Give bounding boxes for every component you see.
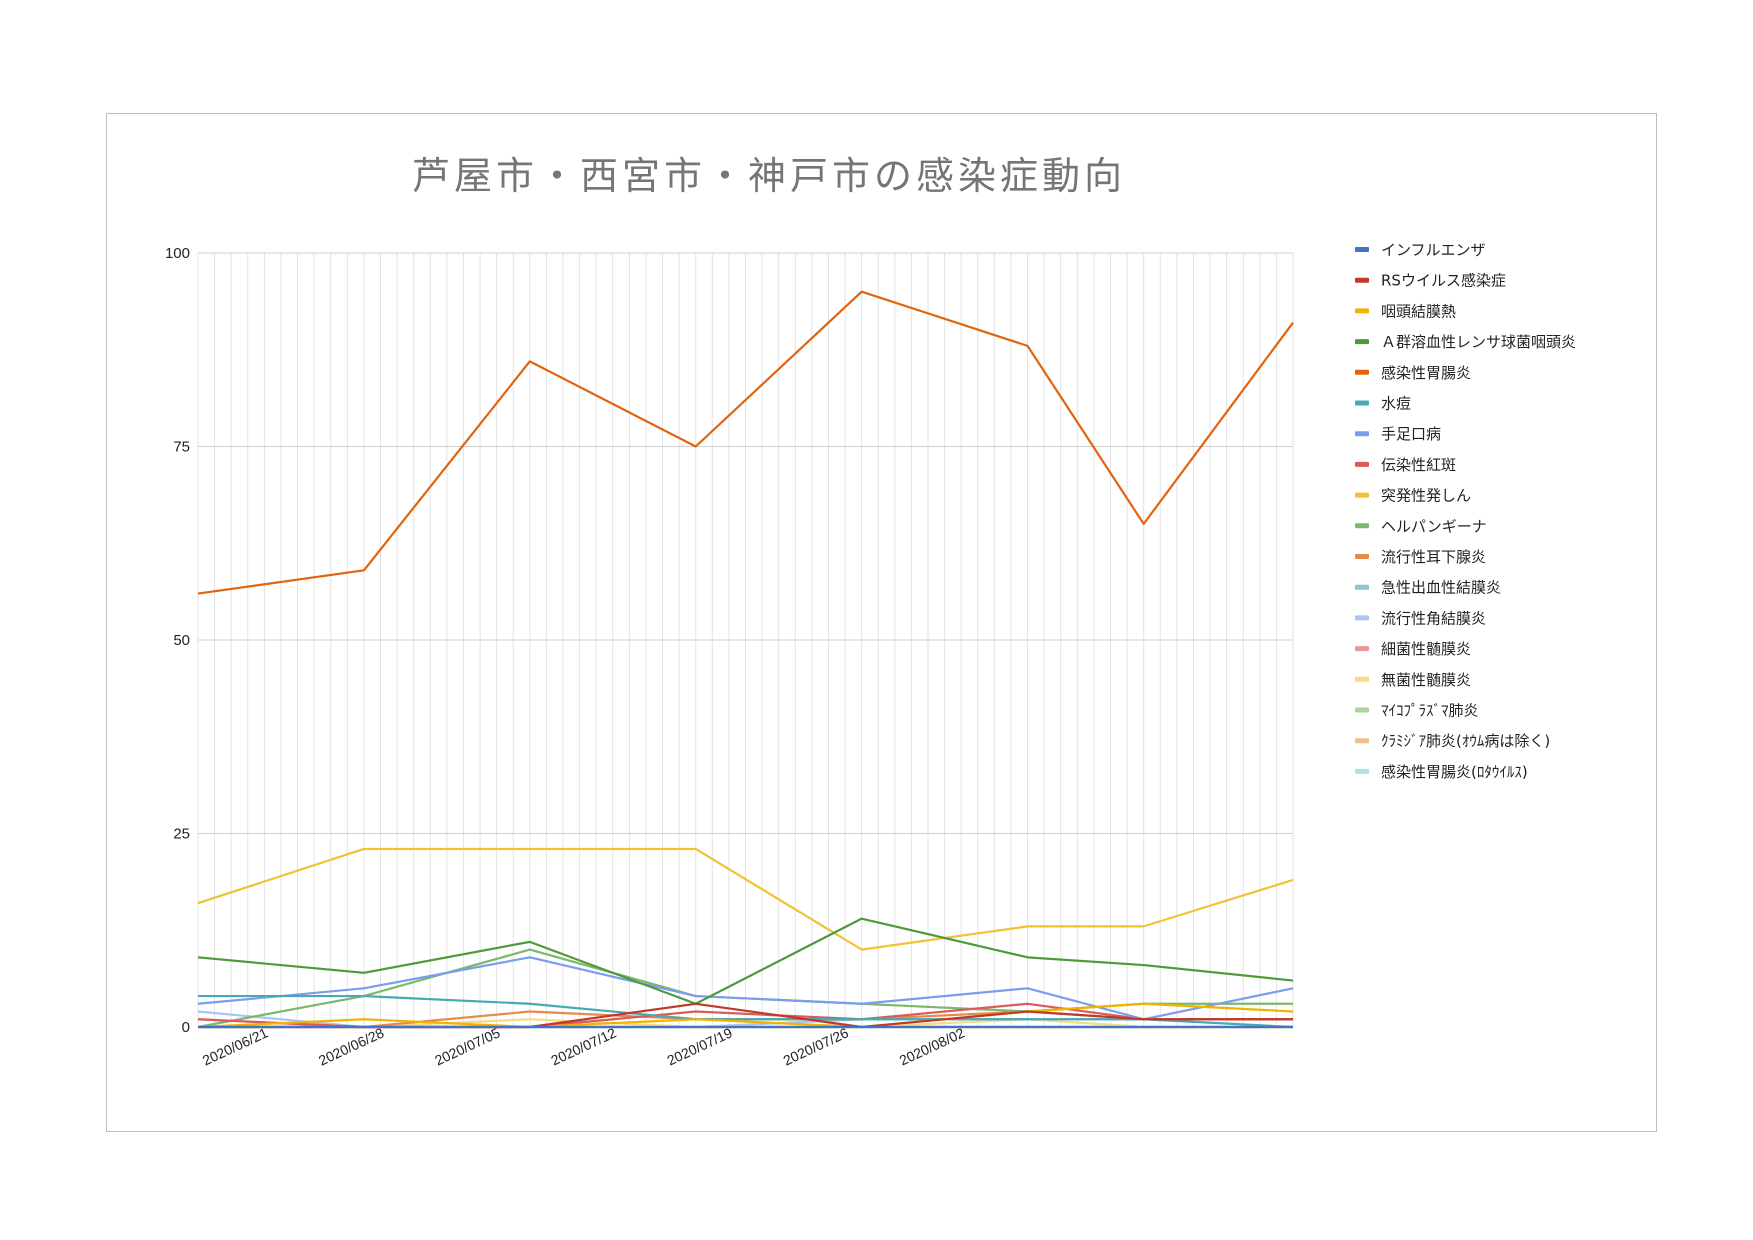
legend-label: 無菌性髄膜炎 xyxy=(1381,671,1471,689)
legend-swatch xyxy=(1355,707,1369,713)
x-tick-label: 2020/06/21 xyxy=(200,1024,270,1068)
legend-label: インフルエンザ xyxy=(1381,241,1486,259)
legend-swatch xyxy=(1355,492,1369,498)
legend-label: 伝染性紅斑 xyxy=(1381,456,1456,474)
y-axis-ticks: 0 25 50 75 100 xyxy=(165,245,190,1036)
series-lines xyxy=(197,290,1294,1029)
x-tick-label: 2020/08/02 xyxy=(897,1024,967,1068)
legend-label: 流行性角結膜炎 xyxy=(1381,609,1486,627)
y-tick-label: 100 xyxy=(165,245,190,262)
legend-swatch xyxy=(1355,431,1369,437)
legend-label: RSウイルス感染症 xyxy=(1381,272,1506,290)
legend-label: 流行性耳下腺炎 xyxy=(1381,548,1486,566)
y-tick-label: 25 xyxy=(173,826,190,843)
legend-label: 細菌性髄膜炎 xyxy=(1381,640,1471,658)
legend-swatch xyxy=(1355,554,1369,559)
legend-label: 水痘 xyxy=(1381,395,1411,413)
x-tick-label: 2020/07/12 xyxy=(548,1024,618,1068)
legend-swatch xyxy=(1355,615,1369,621)
legend-label: 咽頭結膜熱 xyxy=(1381,302,1456,320)
legend-label: Ａ群溶血性レンサ球菌咽頭炎 xyxy=(1381,333,1576,351)
legend-label: ヘルパンギーナ xyxy=(1381,517,1487,535)
legend-swatch xyxy=(1355,369,1369,375)
legend-swatch xyxy=(1355,277,1369,283)
series-line xyxy=(197,1002,1294,1029)
legend-swatch xyxy=(1355,400,1369,406)
x-tick-label: 2020/07/05 xyxy=(432,1024,502,1068)
legend-swatch xyxy=(1355,584,1369,590)
series-line xyxy=(197,290,1294,595)
legend-swatch xyxy=(1355,308,1369,314)
series-line xyxy=(197,956,1294,1021)
legend-label: ｸﾗﾐｼﾞｱ肺炎(ｵｳﾑ病は除く) xyxy=(1381,732,1550,750)
legend-swatch xyxy=(1355,768,1369,774)
x-axis-ticks: 2020/06/21 2020/06/28 2020/07/05 2020/07/12… xyxy=(200,1024,967,1068)
x-tick-label: 2020/06/28 xyxy=(316,1024,386,1068)
y-tick-label: 75 xyxy=(173,439,190,456)
legend-swatch xyxy=(1355,676,1369,682)
legend-swatch xyxy=(1355,738,1369,744)
legend-swatch xyxy=(1355,247,1369,252)
series-line xyxy=(198,994,1294,1029)
legend-label: 急性出血性結膜炎 xyxy=(1381,579,1501,597)
legend-label: 手足口病 xyxy=(1381,425,1441,443)
legend-swatch xyxy=(1355,461,1369,467)
legend-label: ﾏｲｺﾌﾟﾗｽﾞﾏ肺炎 xyxy=(1381,702,1479,720)
x-tick-label: 2020/07/19 xyxy=(664,1024,734,1068)
x-tick-label: 2020/07/26 xyxy=(781,1024,851,1068)
y-tick-label: 50 xyxy=(173,632,190,649)
y-tick-label: 0 xyxy=(182,1019,190,1036)
legend-swatch xyxy=(1355,339,1369,345)
legend-swatch xyxy=(1355,523,1369,529)
legend-swatch xyxy=(1355,646,1369,652)
legend-label: 感染性胃腸炎 xyxy=(1381,364,1471,382)
series-line xyxy=(197,917,1294,1005)
series-line xyxy=(197,847,1294,951)
horizontal-grid xyxy=(198,252,1293,1028)
legend-label: 突発性発しん xyxy=(1381,487,1471,505)
chart-frame: 芦屋市・西宮市・神戸市の感染症動向 0 25 50 75 100 2020/06/21 2… xyxy=(106,113,1657,1132)
legend-label: 感染性胃腸炎(ﾛﾀｳｲﾙｽ) xyxy=(1381,763,1528,781)
chart-title: 芦屋市・西宮市・神戸市の感染症動向 xyxy=(412,154,1126,198)
